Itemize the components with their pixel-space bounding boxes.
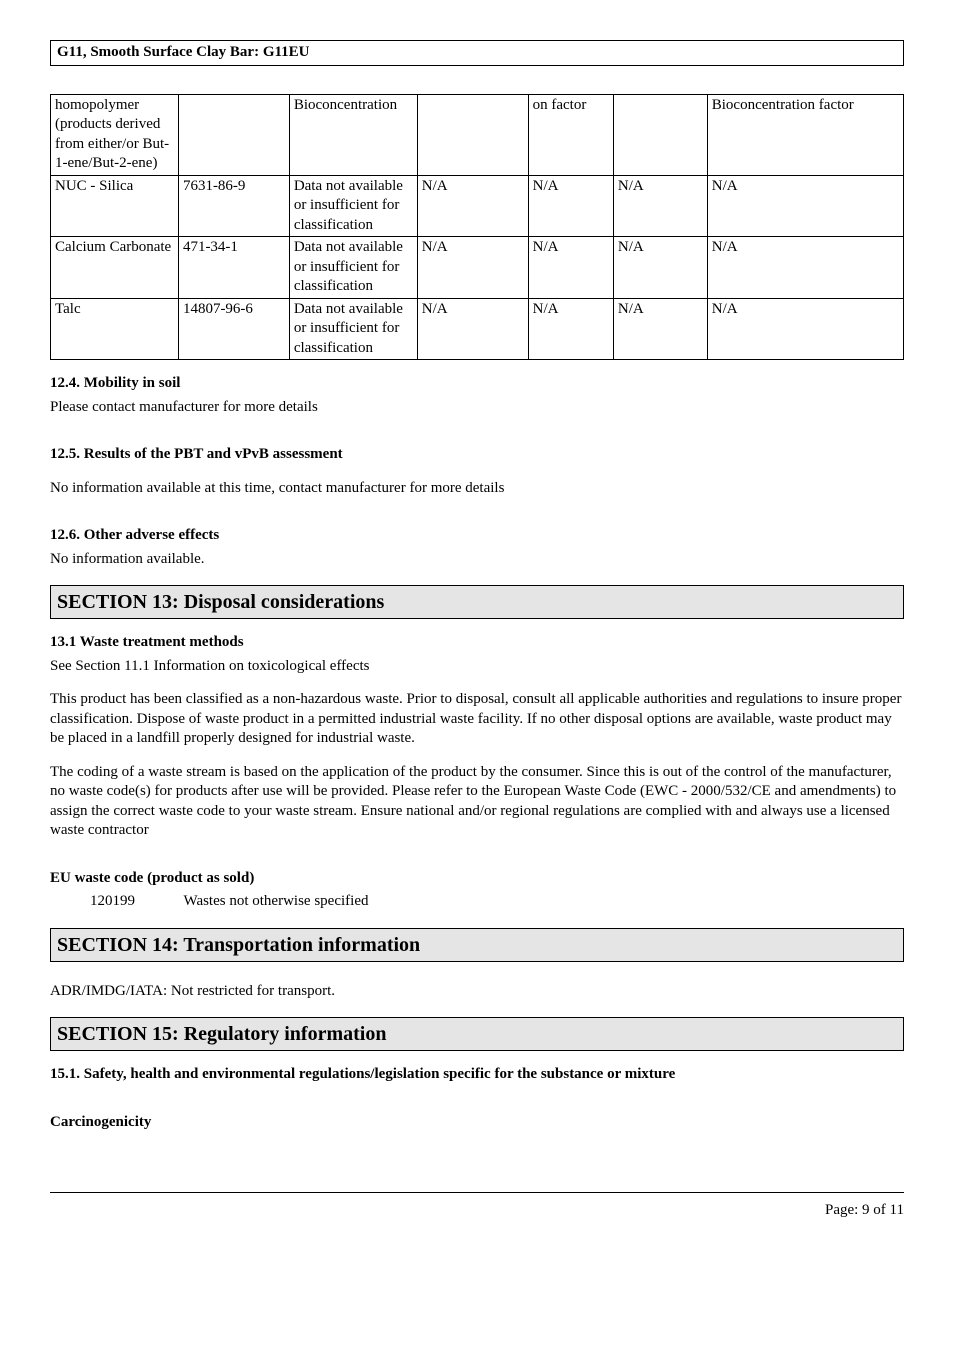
- cell: Data not available or insufficient for c…: [289, 237, 417, 299]
- section-13-title: SECTION 13: Disposal considerations: [57, 591, 384, 613]
- document-title: G11, Smooth Surface Clay Bar: G11EU: [57, 44, 310, 60]
- cell: 14807-96-6: [178, 298, 289, 360]
- section-14-title: SECTION 14: Transportation information: [57, 934, 420, 956]
- section-15-bar: SECTION 15: Regulatory information: [50, 1017, 904, 1051]
- cell: N/A: [417, 175, 528, 237]
- cell: NUC - Silica: [51, 175, 179, 237]
- cell: N/A: [528, 298, 613, 360]
- cell: N/A: [707, 175, 903, 237]
- cell: Bioconcentration factor: [707, 94, 903, 175]
- cell: N/A: [707, 237, 903, 299]
- cell: Data not available or insufficient for c…: [289, 175, 417, 237]
- text-12-5: No information available at this time, c…: [50, 479, 904, 499]
- cell: Talc: [51, 298, 179, 360]
- table-row: homopolymer (products derived from eithe…: [51, 94, 904, 175]
- eu-waste-entry: 120199 Wastes not otherwise specified: [90, 892, 904, 912]
- cell: N/A: [613, 298, 707, 360]
- heading-12-5: 12.5. Results of the PBT and vPvB assess…: [50, 445, 904, 465]
- page-number: Page: 9 of 11: [50, 1201, 904, 1221]
- document-title-box: G11, Smooth Surface Clay Bar: G11EU: [50, 40, 904, 66]
- section-14-bar: SECTION 14: Transportation information: [50, 928, 904, 962]
- cell: [178, 94, 289, 175]
- cell: N/A: [417, 298, 528, 360]
- eu-waste-heading: EU waste code (product as sold): [50, 869, 904, 889]
- cell: homopolymer (products derived from eithe…: [51, 94, 179, 175]
- table-row: Calcium Carbonate 471-34-1 Data not avai…: [51, 237, 904, 299]
- table-row: NUC - Silica 7631-86-9 Data not availabl…: [51, 175, 904, 237]
- eu-waste-code: 120199: [90, 892, 180, 912]
- heading-15-1: 15.1. Safety, health and environmental r…: [50, 1065, 904, 1085]
- footer-divider: [50, 1192, 904, 1193]
- text-12-6: No information available.: [50, 550, 904, 570]
- eu-waste-desc: Wastes not otherwise specified: [183, 893, 368, 909]
- cell: N/A: [613, 237, 707, 299]
- cell: Calcium Carbonate: [51, 237, 179, 299]
- cell: N/A: [417, 237, 528, 299]
- text-14: ADR/IMDG/IATA: Not restricted for transp…: [50, 982, 904, 1002]
- cell: N/A: [528, 175, 613, 237]
- cell: N/A: [613, 175, 707, 237]
- text-13-1-para2: The coding of a waste stream is based on…: [50, 763, 904, 841]
- cell: [417, 94, 528, 175]
- cell: Data not available or insufficient for c…: [289, 298, 417, 360]
- section-15-title: SECTION 15: Regulatory information: [57, 1023, 386, 1045]
- heading-12-6: 12.6. Other adverse effects: [50, 526, 904, 546]
- table-row: Talc 14807-96-6 Data not available or in…: [51, 298, 904, 360]
- text-13-1-line1: See Section 11.1 Information on toxicolo…: [50, 657, 904, 677]
- cell: Bioconcentration: [289, 94, 417, 175]
- cell: N/A: [707, 298, 903, 360]
- section-13-bar: SECTION 13: Disposal considerations: [50, 585, 904, 619]
- carcinogenicity-heading: Carcinogenicity: [50, 1113, 904, 1133]
- text-13-1-para1: This product has been classified as a no…: [50, 690, 904, 749]
- cell: 7631-86-9: [178, 175, 289, 237]
- substance-table: homopolymer (products derived from eithe…: [50, 94, 904, 361]
- heading-13-1: 13.1 Waste treatment methods: [50, 633, 904, 653]
- cell: 471-34-1: [178, 237, 289, 299]
- cell: N/A: [528, 237, 613, 299]
- text-12-4: Please contact manufacturer for more det…: [50, 398, 904, 418]
- heading-12-4: 12.4. Mobility in soil: [50, 374, 904, 394]
- cell: on factor: [528, 94, 613, 175]
- cell: [613, 94, 707, 175]
